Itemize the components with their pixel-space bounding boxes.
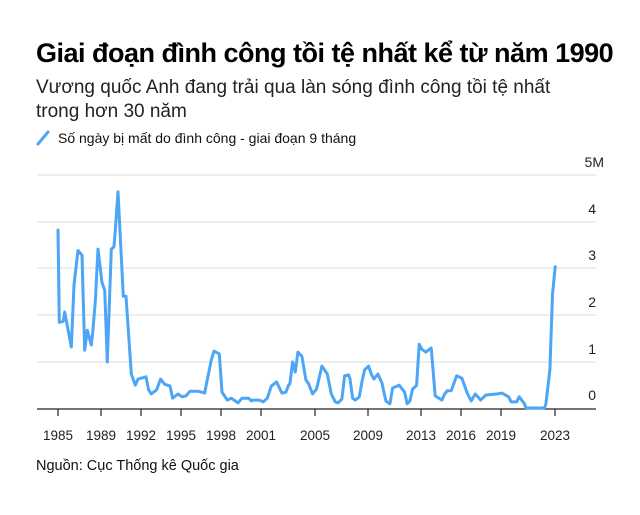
x-tick-label: 2001 xyxy=(246,428,276,443)
x-tick-label: 2023 xyxy=(540,428,570,443)
source-note: Nguồn: Cục Thống kê Quốc gia xyxy=(36,458,239,474)
y-tick-label: 5M xyxy=(585,154,604,170)
x-tick-label: 1998 xyxy=(206,428,236,443)
x-axis-ticks: 1985 1989 1992 1995 1998 2001 2005 2009 2013 2016… xyxy=(43,409,570,443)
y-axis-labels: 5M 4 3 2 1 0 xyxy=(585,154,604,403)
y-tick-label: 4 xyxy=(588,201,596,217)
x-tick-label: 2005 xyxy=(300,428,330,443)
x-tick-label: 2013 xyxy=(406,428,436,443)
y-tick-label: 3 xyxy=(588,247,596,263)
x-tick-label: 2016 xyxy=(446,428,476,443)
x-tick-label: 1989 xyxy=(86,428,116,443)
x-tick-label: 2019 xyxy=(486,428,516,443)
line-swatch-icon xyxy=(36,130,50,146)
series-line xyxy=(56,190,557,410)
legend: Số ngày bị mất do đình công - giai đoạn … xyxy=(36,130,356,146)
x-tick-label: 2009 xyxy=(353,428,383,443)
legend-label: Số ngày bị mất do đình công - giai đoạn … xyxy=(58,130,357,146)
x-tick-label: 1992 xyxy=(126,428,156,443)
y-tick-label: 0 xyxy=(588,387,596,403)
chart-subtitle: Vương quốc Anh đang trải qua làn sóng đì… xyxy=(36,77,551,122)
x-tick-label: 1995 xyxy=(166,428,196,443)
y-tick-label: 1 xyxy=(588,341,596,357)
x-tick-label: 1985 xyxy=(43,428,73,443)
y-tick-label: 2 xyxy=(588,294,596,310)
chart-title: Giai đoạn đình công tồi tệ nhất kể từ nă… xyxy=(36,38,614,68)
